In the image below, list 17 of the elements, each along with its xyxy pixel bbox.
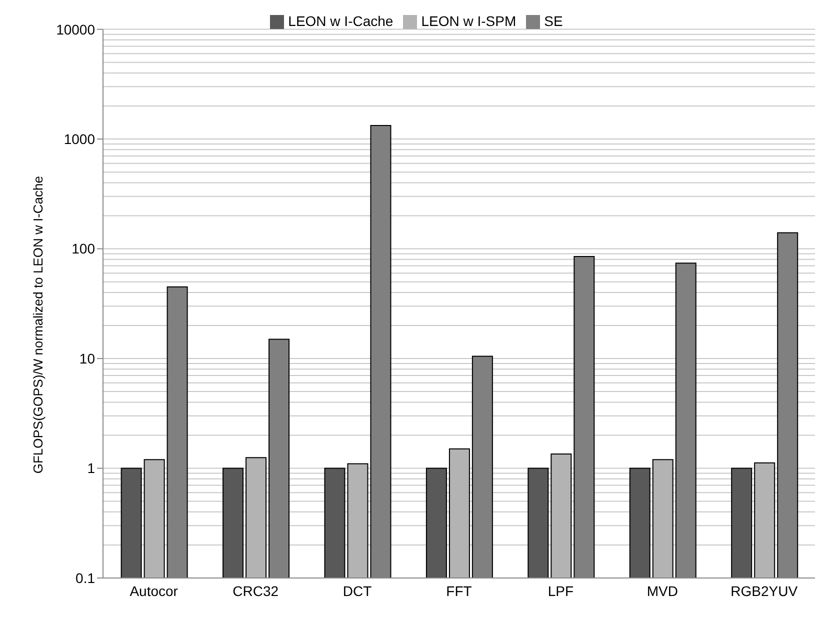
y-tick-label: 10000 bbox=[56, 21, 96, 38]
x-tick-label: MVD bbox=[646, 582, 678, 599]
legend-label: LEON w I-Cache bbox=[288, 13, 394, 29]
y-tick-label: 1000 bbox=[64, 131, 96, 148]
y-tick-label: 10 bbox=[79, 350, 96, 366]
x-tick-label: DCT bbox=[342, 582, 372, 599]
legend-label: SE bbox=[544, 13, 563, 29]
x-tick-label: CRC32 bbox=[232, 582, 279, 599]
x-tick-label: RGB2YUV bbox=[730, 582, 798, 599]
y-axis-title: GFLOPS(GOPS)/W normalized to LEON w I-Cache bbox=[30, 176, 46, 474]
x-tick-label: LPF bbox=[548, 582, 574, 599]
legend-label: LEON w I-SPM bbox=[421, 13, 516, 29]
x-tick-label: Autocor bbox=[130, 582, 178, 599]
y-tick-label: 0.1 bbox=[76, 570, 96, 586]
x-tick-label: FFT bbox=[446, 582, 472, 599]
y-tick-label: 100 bbox=[72, 240, 96, 257]
y-tick-label: 1 bbox=[87, 460, 96, 476]
